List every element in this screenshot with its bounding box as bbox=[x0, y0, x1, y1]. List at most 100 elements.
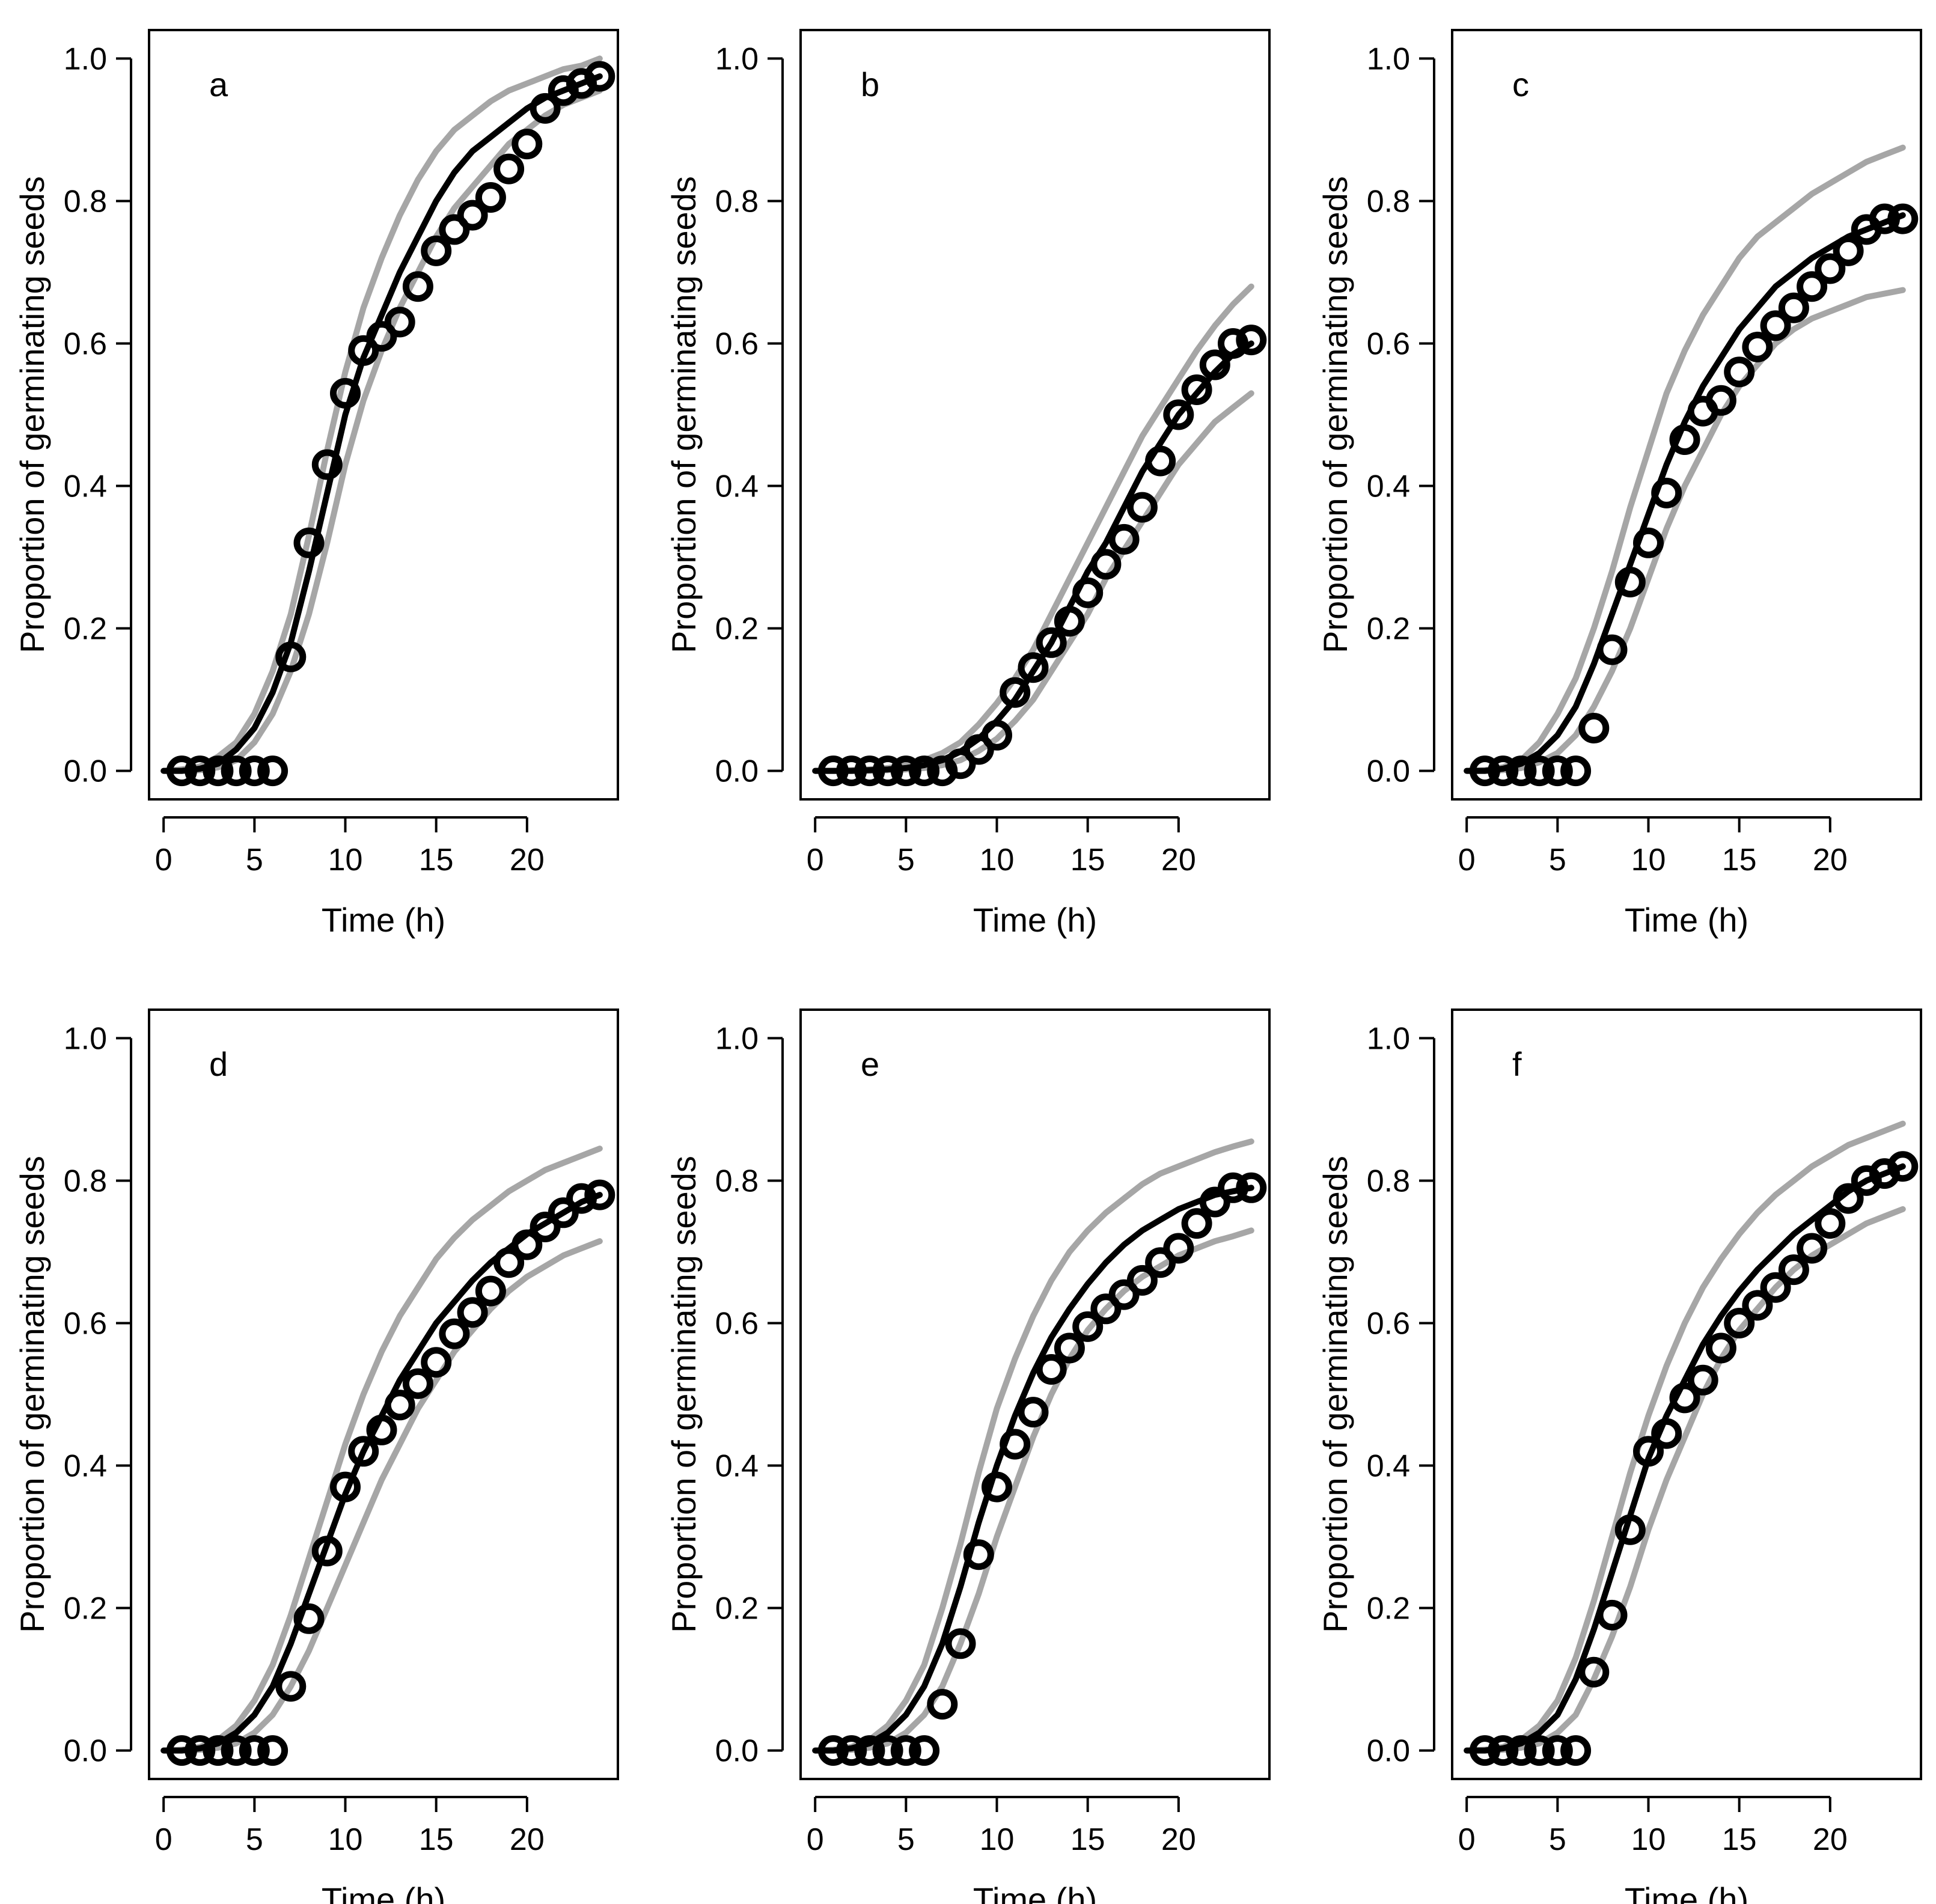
y-tick-label: 0.6 bbox=[1367, 1306, 1410, 1341]
observed-point bbox=[1126, 1265, 1158, 1296]
observed-point bbox=[421, 235, 452, 266]
observed-point bbox=[1724, 356, 1755, 388]
observed-point bbox=[584, 1179, 615, 1210]
y-tick-label: 0.2 bbox=[1367, 612, 1410, 647]
observed-point bbox=[1218, 328, 1248, 359]
observed-point bbox=[1000, 677, 1031, 708]
observed-point bbox=[1560, 755, 1592, 787]
observed-point bbox=[239, 755, 270, 787]
y-tick-label: 0.0 bbox=[715, 1734, 759, 1769]
observed-point bbox=[927, 1689, 958, 1720]
observed-point bbox=[1072, 577, 1104, 608]
x-tick-label: 20 bbox=[1161, 843, 1196, 877]
y-tick-label: 0.6 bbox=[715, 1306, 759, 1341]
observed-point bbox=[203, 1735, 234, 1766]
observed-point bbox=[185, 1735, 216, 1766]
x-tick-label: 10 bbox=[980, 1822, 1015, 1857]
x-tick-label: 10 bbox=[980, 843, 1015, 877]
y-tick-label: 1.0 bbox=[715, 1021, 759, 1056]
x-tick-label: 15 bbox=[1722, 843, 1757, 877]
observed-point bbox=[203, 755, 234, 787]
panel-label: b bbox=[861, 66, 879, 103]
y-tick-label: 0.6 bbox=[715, 326, 759, 361]
observed-point bbox=[1090, 549, 1122, 580]
observed-point bbox=[511, 1229, 543, 1260]
observed-point bbox=[384, 307, 415, 338]
observed-point bbox=[1887, 1151, 1919, 1182]
observed-point bbox=[366, 321, 397, 352]
plot-frame bbox=[148, 29, 619, 801]
x-tick-label: 0 bbox=[807, 843, 824, 877]
observed-point bbox=[909, 755, 940, 787]
x-tick-label: 20 bbox=[510, 843, 545, 877]
observed-point bbox=[1488, 1735, 1519, 1766]
y-tick-label: 1.0 bbox=[64, 41, 107, 76]
observed-point bbox=[872, 1735, 903, 1766]
upper-bound-line bbox=[812, 1138, 1254, 1754]
x-tick-label: 0 bbox=[155, 1822, 173, 1857]
y-tick-label: 0.2 bbox=[1367, 1591, 1410, 1626]
lower-bound-line bbox=[1464, 1206, 1906, 1754]
lower-bound-line bbox=[160, 1238, 603, 1754]
fitted-line bbox=[160, 73, 603, 774]
y-tick-label: 0.0 bbox=[1367, 754, 1410, 789]
x-tick-label: 10 bbox=[328, 1822, 363, 1857]
observed-point bbox=[330, 1471, 361, 1503]
x-axis-label: Time (h) bbox=[1625, 1881, 1748, 1904]
observed-point bbox=[221, 755, 252, 787]
observed-point bbox=[1000, 1429, 1031, 1460]
observed-point bbox=[1036, 627, 1067, 658]
y-axis-label: Proportion of germinating seeds bbox=[1316, 1156, 1354, 1633]
x-axis-label: Time (h) bbox=[322, 901, 445, 939]
upper-bound-line bbox=[1464, 1120, 1906, 1754]
y-tick-label: 0.4 bbox=[64, 1449, 107, 1484]
observed-point bbox=[1126, 492, 1158, 523]
observed-point bbox=[1669, 1382, 1700, 1414]
y-tick-label: 1.0 bbox=[715, 41, 759, 76]
observed-point bbox=[1833, 235, 1864, 266]
observed-point bbox=[1797, 271, 1828, 302]
y-tick-label: 0.8 bbox=[715, 184, 759, 219]
observed-point bbox=[311, 449, 343, 480]
observed-point bbox=[1469, 755, 1500, 787]
observed-point bbox=[982, 1471, 1012, 1503]
y-tick-label: 0.8 bbox=[1367, 184, 1410, 219]
x-axis-label: Time (h) bbox=[322, 1881, 445, 1904]
observed-point bbox=[1108, 523, 1140, 555]
x-tick-label: 0 bbox=[155, 843, 173, 877]
y-tick-label: 0.4 bbox=[1367, 1449, 1410, 1484]
observed-point bbox=[1651, 1418, 1682, 1449]
y-axis-label: Proportion of germinating seeds bbox=[665, 1156, 703, 1633]
observed-point bbox=[1236, 1172, 1267, 1203]
observed-point bbox=[366, 1414, 397, 1445]
x-tick-label: 10 bbox=[1631, 1822, 1666, 1857]
panel-f: 0.0 0.2 0.4 0.6 0.8 1.0 0 5 10 15 20 Time (h) Propor… bbox=[1316, 1008, 1922, 1904]
observed-point bbox=[1815, 253, 1846, 284]
x-axis-label: Time (h) bbox=[973, 1881, 1097, 1904]
upper-bound-line bbox=[160, 55, 603, 774]
panel-a: 0.0 0.2 0.4 0.6 0.8 1.0 0 5 10 15 20 Time (h) Propor… bbox=[13, 29, 619, 939]
observed-point bbox=[1488, 755, 1519, 787]
observed-point bbox=[945, 748, 976, 780]
observed-point bbox=[1506, 1735, 1537, 1766]
x-tick-label: 15 bbox=[1722, 1822, 1757, 1857]
observed-point bbox=[1596, 634, 1628, 665]
observed-point bbox=[963, 1539, 994, 1570]
x-tick-label: 5 bbox=[1549, 1822, 1566, 1857]
y-tick-label: 1.0 bbox=[64, 1021, 107, 1056]
observed-point bbox=[457, 200, 488, 231]
y-tick-label: 0.2 bbox=[64, 1591, 107, 1626]
y-tick-label: 0.6 bbox=[64, 326, 107, 361]
observed-point bbox=[493, 1247, 525, 1278]
observed-point bbox=[1815, 1208, 1846, 1239]
observed-point bbox=[836, 755, 867, 787]
fitted-line bbox=[1464, 212, 1906, 774]
observed-point bbox=[1633, 1436, 1664, 1467]
y-tick-label: 1.0 bbox=[1367, 41, 1410, 76]
y-tick-label: 1.0 bbox=[1367, 1021, 1410, 1056]
x-tick-label: 0 bbox=[807, 1822, 824, 1857]
observed-point bbox=[1163, 1233, 1194, 1264]
observed-point bbox=[402, 1368, 433, 1399]
y-tick-label: 0.0 bbox=[64, 754, 107, 789]
y-axis-label: Proportion of germinating seeds bbox=[13, 1156, 51, 1633]
